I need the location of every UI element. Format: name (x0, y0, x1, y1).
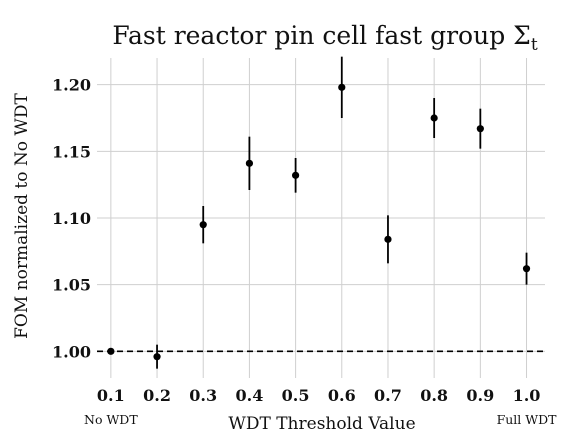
x-tick-label-3: 0.4 (235, 386, 263, 405)
data-point-3 (245, 159, 254, 167)
data-point-6 (384, 235, 392, 243)
data-point-1 (153, 353, 161, 361)
data-point-0 (107, 347, 115, 355)
y-tick-label-4: 1.20 (52, 76, 91, 95)
data-point-7 (430, 114, 438, 122)
x-tick-label-4: 0.5 (282, 386, 310, 405)
x-tick-label-6: 0.7 (374, 386, 402, 405)
x-tick-label-9: 1.0 (513, 386, 541, 405)
y-tick-label-0: 1.00 (52, 342, 91, 361)
x-tick-labels: 0.1 0.2 0.3 0.4 0.5 0.6 0.7 0.8 0.9 1.0 (97, 386, 541, 405)
data-point-2 (199, 221, 207, 229)
y-tick-label-1: 1.05 (52, 276, 91, 295)
x-axis-label: WDT Threshold Value (228, 414, 415, 434)
x-tick-label-1: 0.2 (143, 386, 171, 405)
x-annotation-1: Full WDT (497, 412, 558, 427)
x-tick-label-5: 0.6 (328, 386, 356, 405)
data-point-4 (291, 171, 300, 179)
data-point-9 (522, 265, 531, 273)
data-point-8 (476, 125, 484, 133)
y-axis-label: FOM normalized to No WDT (12, 92, 32, 338)
x-tick-label-8: 0.9 (466, 386, 494, 405)
chart-title-subscript: t (531, 35, 538, 55)
marks-layer (107, 56, 531, 369)
x-tick-label-2: 0.3 (189, 386, 217, 405)
y-tick-label-3: 1.15 (52, 142, 91, 161)
y-tick-labels: 1.00 1.05 1.10 1.15 1.20 (52, 76, 91, 362)
data-point-5 (338, 83, 346, 91)
grid-layer (97, 58, 545, 378)
y-tick-label-2: 1.10 (52, 209, 91, 228)
x-tick-label-0: 0.1 (97, 386, 125, 405)
x-tick-label-7: 0.8 (420, 386, 448, 405)
x-annotation-0: No WDT (84, 412, 138, 427)
chart-title: Fast reactor pin cell fast group Σt (112, 21, 538, 55)
chart-title-main: Fast reactor pin cell fast group Σ (112, 21, 531, 50)
x-annotations: No WDT Full WDT (84, 412, 557, 427)
